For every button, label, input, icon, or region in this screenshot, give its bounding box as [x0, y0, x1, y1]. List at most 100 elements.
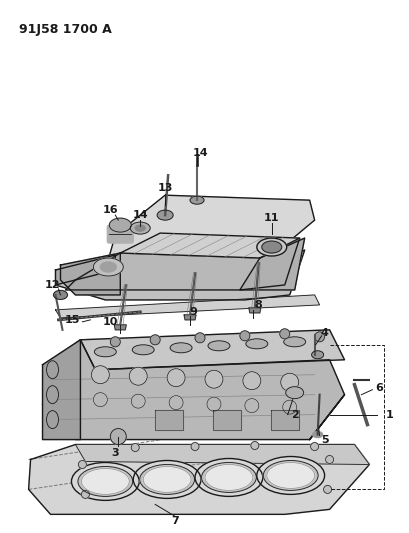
- Circle shape: [282, 400, 296, 414]
- Ellipse shape: [54, 290, 67, 300]
- Circle shape: [314, 332, 324, 342]
- Text: 7: 7: [171, 516, 179, 526]
- Text: 16: 16: [102, 205, 118, 215]
- FancyBboxPatch shape: [155, 410, 183, 430]
- Ellipse shape: [285, 386, 303, 399]
- Ellipse shape: [109, 218, 131, 232]
- Circle shape: [91, 366, 109, 384]
- Circle shape: [325, 456, 333, 464]
- Polygon shape: [105, 195, 314, 270]
- Circle shape: [131, 443, 139, 451]
- Polygon shape: [61, 253, 120, 295]
- Ellipse shape: [245, 339, 267, 349]
- Text: 15: 15: [65, 315, 80, 325]
- Text: 9: 9: [189, 307, 196, 317]
- Ellipse shape: [78, 466, 133, 496]
- Ellipse shape: [195, 458, 262, 496]
- FancyBboxPatch shape: [270, 410, 298, 430]
- Ellipse shape: [190, 196, 204, 204]
- Polygon shape: [120, 233, 299, 258]
- Ellipse shape: [204, 464, 252, 490]
- Text: 91J58 1700 A: 91J58 1700 A: [18, 22, 111, 36]
- Polygon shape: [55, 255, 115, 285]
- Ellipse shape: [130, 222, 150, 234]
- Ellipse shape: [311, 351, 323, 359]
- Polygon shape: [309, 394, 344, 440]
- Polygon shape: [55, 250, 304, 300]
- Text: 6: 6: [375, 383, 382, 393]
- Ellipse shape: [256, 456, 324, 495]
- Circle shape: [169, 395, 183, 410]
- Ellipse shape: [47, 410, 58, 429]
- Ellipse shape: [71, 463, 139, 500]
- Text: 12: 12: [45, 280, 60, 290]
- Ellipse shape: [207, 341, 229, 351]
- Text: 4: 4: [320, 328, 328, 338]
- Circle shape: [131, 394, 145, 408]
- Polygon shape: [43, 340, 344, 440]
- Circle shape: [279, 329, 289, 339]
- Ellipse shape: [94, 347, 116, 357]
- Circle shape: [110, 337, 120, 347]
- Circle shape: [167, 369, 184, 386]
- Circle shape: [250, 441, 258, 449]
- Circle shape: [242, 372, 260, 390]
- Ellipse shape: [261, 241, 281, 253]
- Ellipse shape: [266, 463, 314, 488]
- Text: 14: 14: [132, 210, 148, 220]
- Text: 5: 5: [320, 434, 328, 445]
- Ellipse shape: [143, 466, 191, 492]
- Ellipse shape: [47, 361, 58, 379]
- Circle shape: [207, 397, 220, 411]
- Ellipse shape: [132, 345, 154, 355]
- Ellipse shape: [47, 386, 58, 403]
- Circle shape: [150, 335, 160, 345]
- Polygon shape: [239, 238, 304, 290]
- Circle shape: [310, 442, 318, 450]
- Ellipse shape: [81, 469, 129, 495]
- Ellipse shape: [100, 262, 116, 272]
- Ellipse shape: [283, 337, 305, 347]
- Polygon shape: [65, 238, 299, 290]
- FancyBboxPatch shape: [212, 410, 240, 430]
- Ellipse shape: [312, 432, 322, 438]
- Polygon shape: [43, 340, 80, 440]
- Text: 13: 13: [157, 183, 173, 193]
- Ellipse shape: [133, 461, 200, 498]
- Text: 8: 8: [253, 300, 261, 310]
- Polygon shape: [75, 445, 369, 464]
- Polygon shape: [55, 295, 319, 318]
- Polygon shape: [184, 315, 196, 320]
- Circle shape: [204, 370, 222, 388]
- Text: 3: 3: [111, 448, 119, 457]
- Ellipse shape: [135, 225, 145, 231]
- Circle shape: [93, 393, 107, 407]
- Ellipse shape: [170, 343, 191, 353]
- Text: 1: 1: [384, 410, 392, 419]
- Circle shape: [280, 373, 298, 391]
- Ellipse shape: [256, 238, 286, 256]
- Polygon shape: [80, 330, 344, 370]
- Text: 11: 11: [263, 213, 279, 223]
- Circle shape: [191, 442, 198, 450]
- Ellipse shape: [201, 463, 256, 492]
- Ellipse shape: [93, 258, 123, 276]
- Text: 10: 10: [102, 317, 118, 327]
- Ellipse shape: [157, 210, 173, 220]
- Circle shape: [129, 367, 147, 385]
- Polygon shape: [29, 445, 369, 514]
- Circle shape: [323, 486, 331, 494]
- Circle shape: [195, 333, 204, 343]
- FancyBboxPatch shape: [107, 225, 133, 243]
- Ellipse shape: [139, 464, 194, 495]
- Circle shape: [81, 490, 89, 498]
- Text: 2: 2: [290, 410, 298, 419]
- Text: 14: 14: [192, 148, 207, 158]
- Circle shape: [244, 399, 258, 413]
- Circle shape: [239, 331, 249, 341]
- Circle shape: [78, 461, 86, 469]
- Circle shape: [110, 429, 126, 445]
- Ellipse shape: [263, 461, 317, 490]
- Polygon shape: [248, 308, 260, 313]
- Polygon shape: [114, 325, 126, 330]
